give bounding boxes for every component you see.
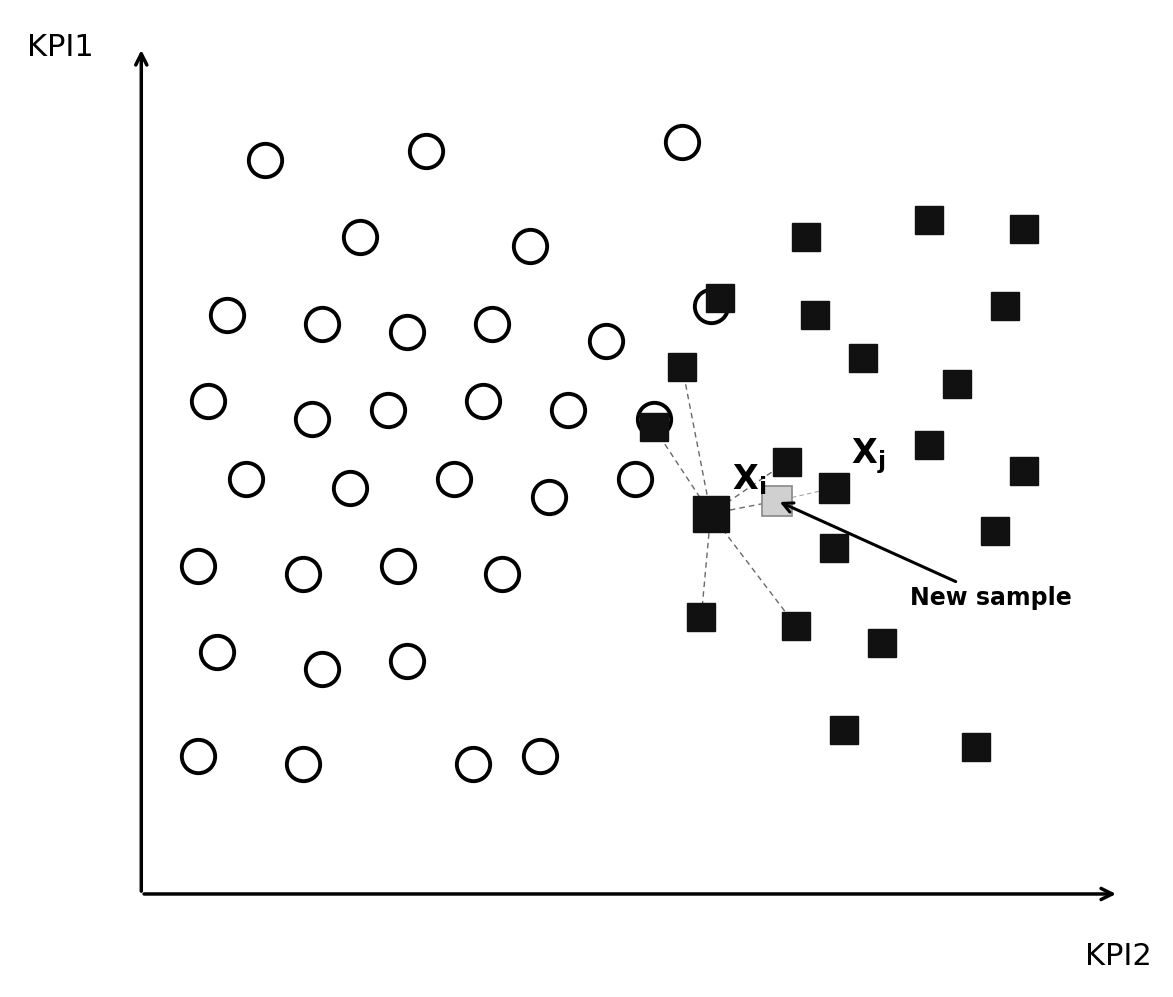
Text: KPI2: KPI2	[1085, 941, 1152, 970]
Text: $\mathbf{X_j}$: $\mathbf{X_j}$	[852, 437, 886, 477]
Text: $\mathbf{X_i}$: $\mathbf{X_i}$	[732, 463, 766, 498]
Text: KPI1: KPI1	[27, 33, 94, 62]
Text: New sample: New sample	[782, 502, 1072, 609]
